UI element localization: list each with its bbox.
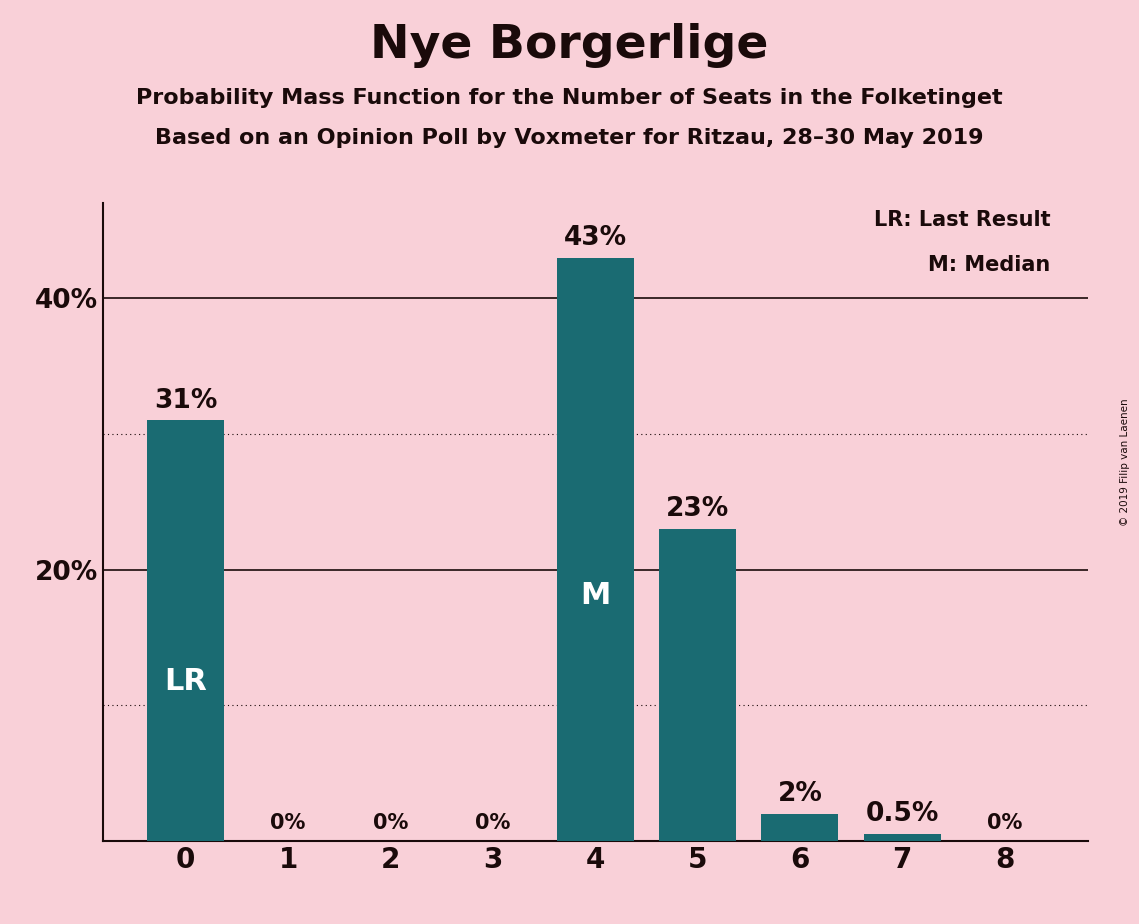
Text: © 2019 Filip van Laenen: © 2019 Filip van Laenen [1120,398,1130,526]
Text: 0%: 0% [986,813,1023,833]
Bar [762,814,838,841]
Bar [557,258,633,841]
Bar [659,529,736,841]
Text: Probability Mass Function for the Number of Seats in the Folketinget: Probability Mass Function for the Number… [137,88,1002,108]
Text: 0%: 0% [475,813,510,833]
Bar [147,420,224,841]
Bar [863,834,941,841]
Text: LR: Last Result: LR: Last Result [874,210,1050,230]
Text: 2%: 2% [778,781,822,807]
Text: Based on an Opinion Poll by Voxmeter for Ritzau, 28–30 May 2019: Based on an Opinion Poll by Voxmeter for… [155,128,984,148]
Text: M: Median: M: Median [928,255,1050,274]
Text: 43%: 43% [564,225,626,250]
Text: M: M [580,581,611,611]
Text: 23%: 23% [666,496,729,522]
Text: 31%: 31% [154,387,218,414]
Text: 0.5%: 0.5% [866,801,939,827]
Text: 0%: 0% [270,813,305,833]
Text: 0%: 0% [372,813,408,833]
Text: LR: LR [164,666,207,696]
Text: Nye Borgerlige: Nye Borgerlige [370,23,769,68]
